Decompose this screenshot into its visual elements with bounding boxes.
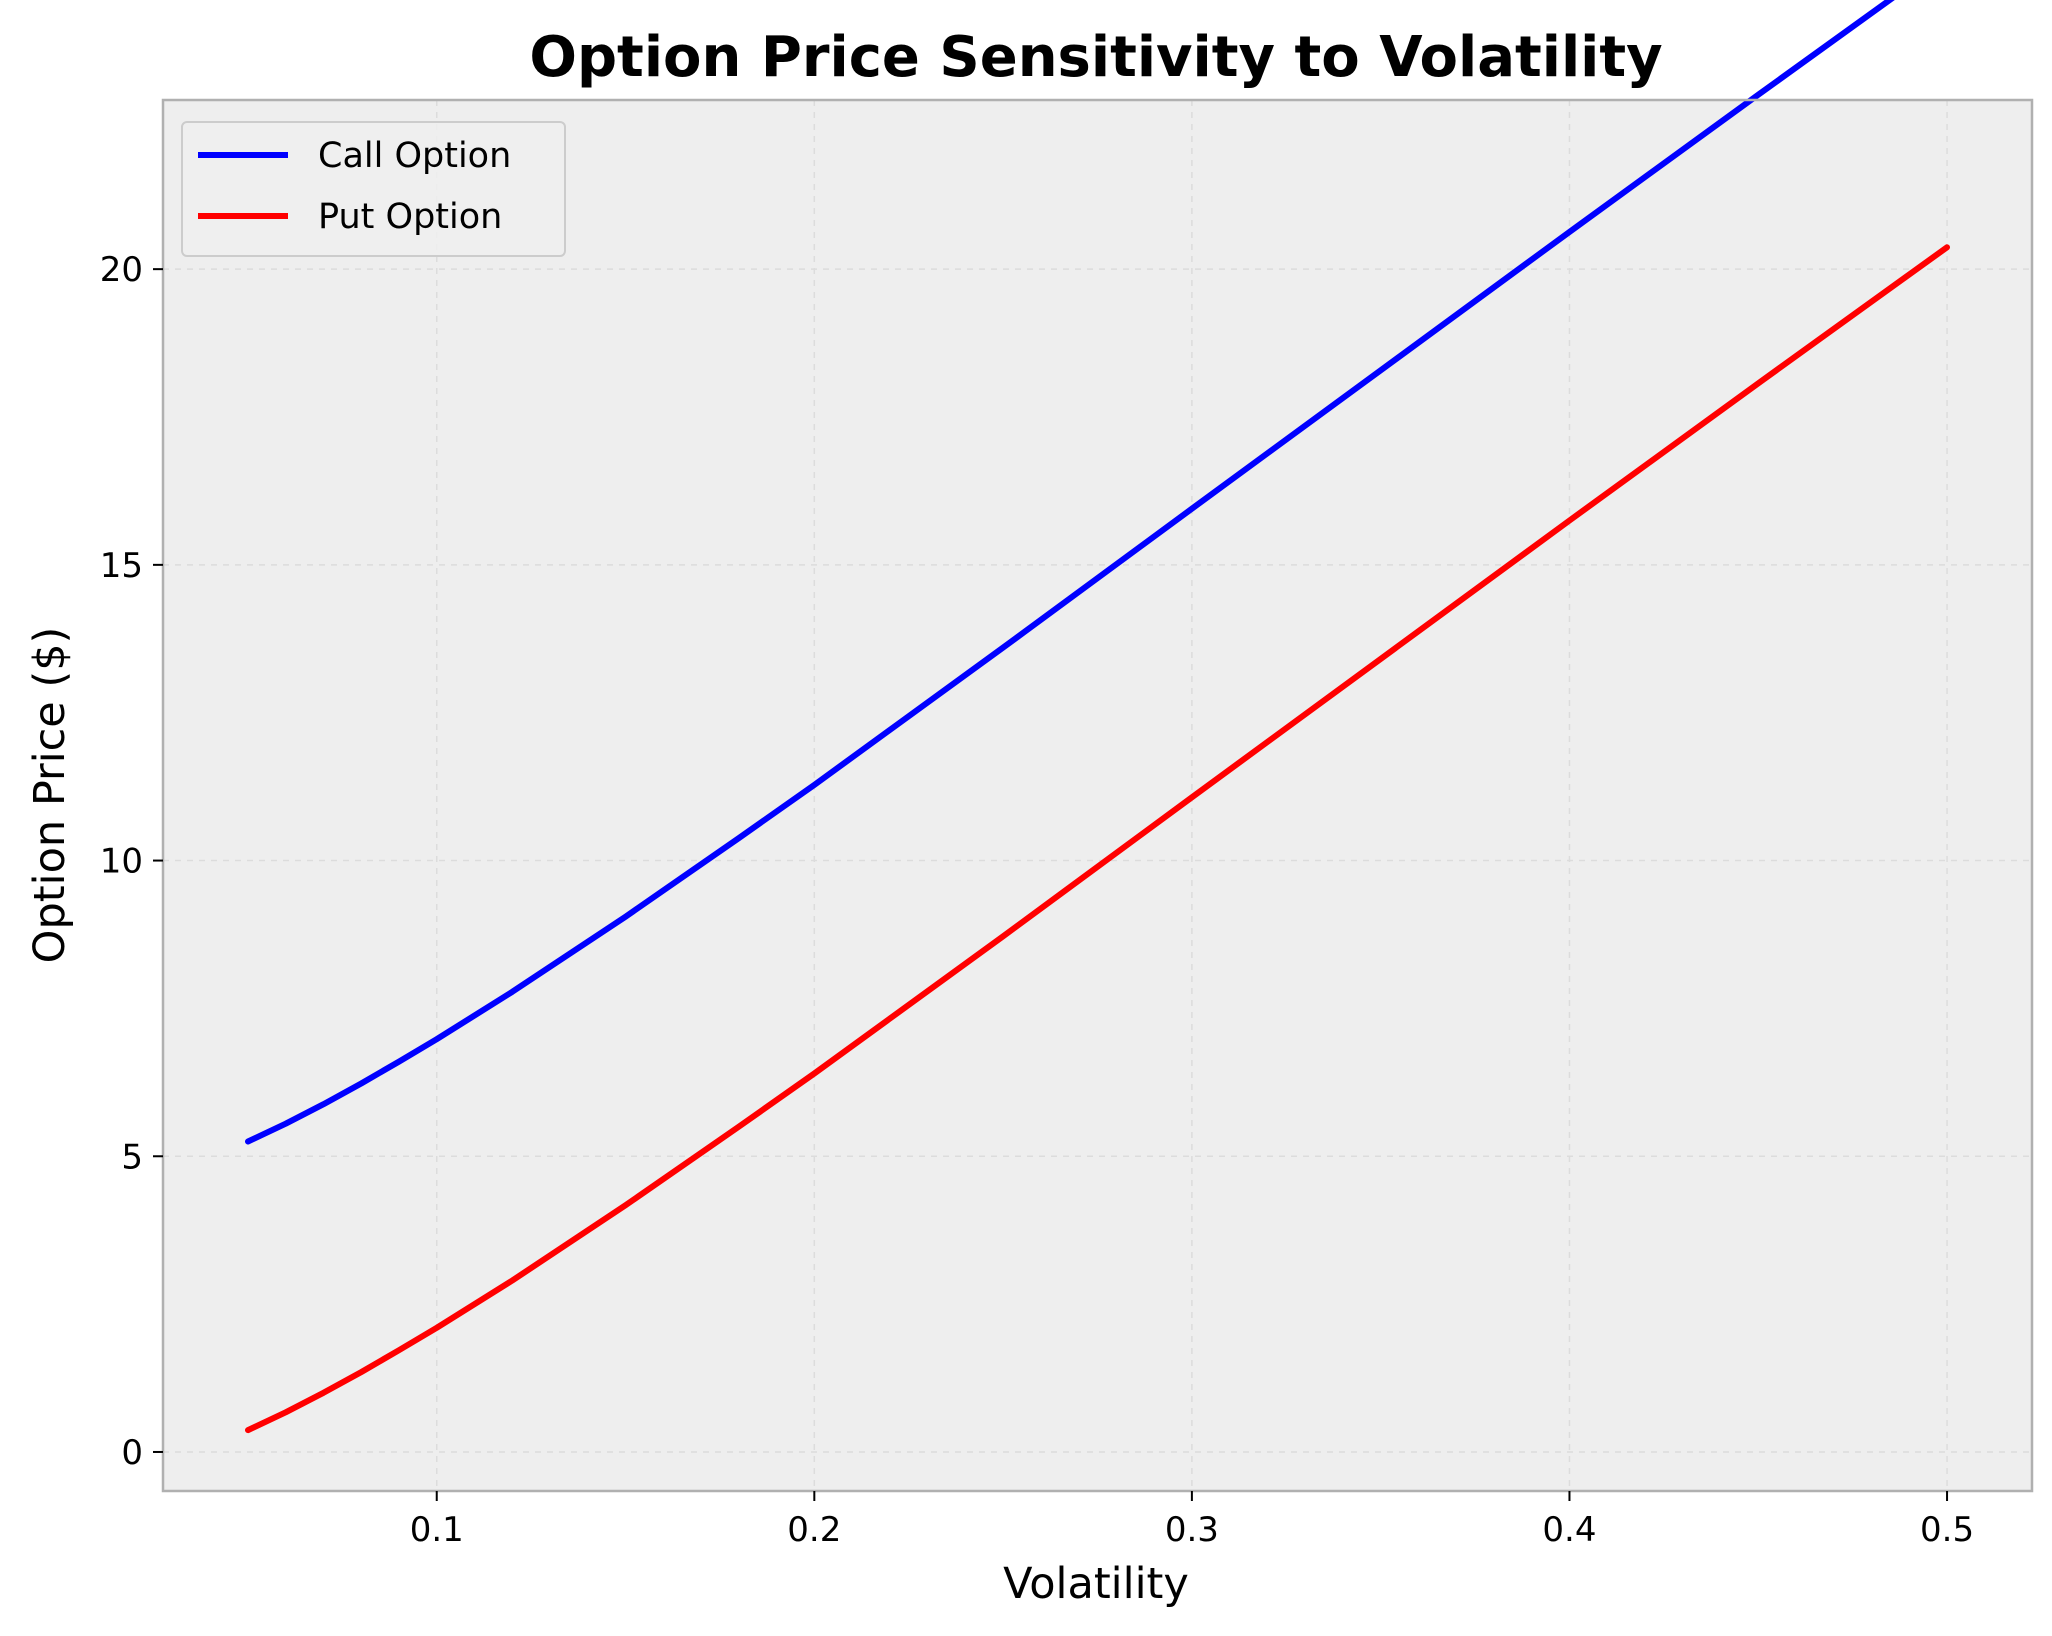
- y-axis-label: Option Price ($): [25, 627, 75, 964]
- legend-label-call: Call Option: [318, 136, 511, 176]
- x-tick-label: 0.2: [787, 1510, 841, 1550]
- y-tick-label: 10: [100, 842, 143, 882]
- x-tick-label: 0.1: [410, 1510, 464, 1550]
- plot-frame: [161, 98, 2034, 1493]
- y-tick-label: 20: [100, 250, 143, 290]
- grid: [163, 100, 2032, 1491]
- y-tick-label: 5: [121, 1137, 143, 1177]
- chart-title: Option Price Sensitivity to Volatility: [529, 25, 1662, 90]
- x-axis-label: Volatility: [1003, 1559, 1189, 1609]
- legend-label-put: Put Option: [318, 197, 502, 237]
- x-tick-label: 0.5: [1920, 1510, 1974, 1550]
- x-axis-ticks: 0.1 0.2 0.3 0.4 0.5: [410, 1491, 1974, 1550]
- legend: Call Option Put Option: [181, 121, 566, 257]
- x-tick-label: 0.3: [1165, 1510, 1219, 1550]
- y-tick-label: 15: [100, 546, 143, 586]
- y-tick-label: 0: [121, 1433, 143, 1473]
- plot-area: [163, 100, 2032, 1491]
- series-layer: [245, 0, 1950, 1434]
- series-line-put: [245, 244, 1950, 1434]
- series-line-call: [245, 0, 1895, 1145]
- y-axis-ticks: 0 5 10 15 20: [100, 250, 163, 1473]
- x-tick-label: 0.4: [1542, 1510, 1596, 1550]
